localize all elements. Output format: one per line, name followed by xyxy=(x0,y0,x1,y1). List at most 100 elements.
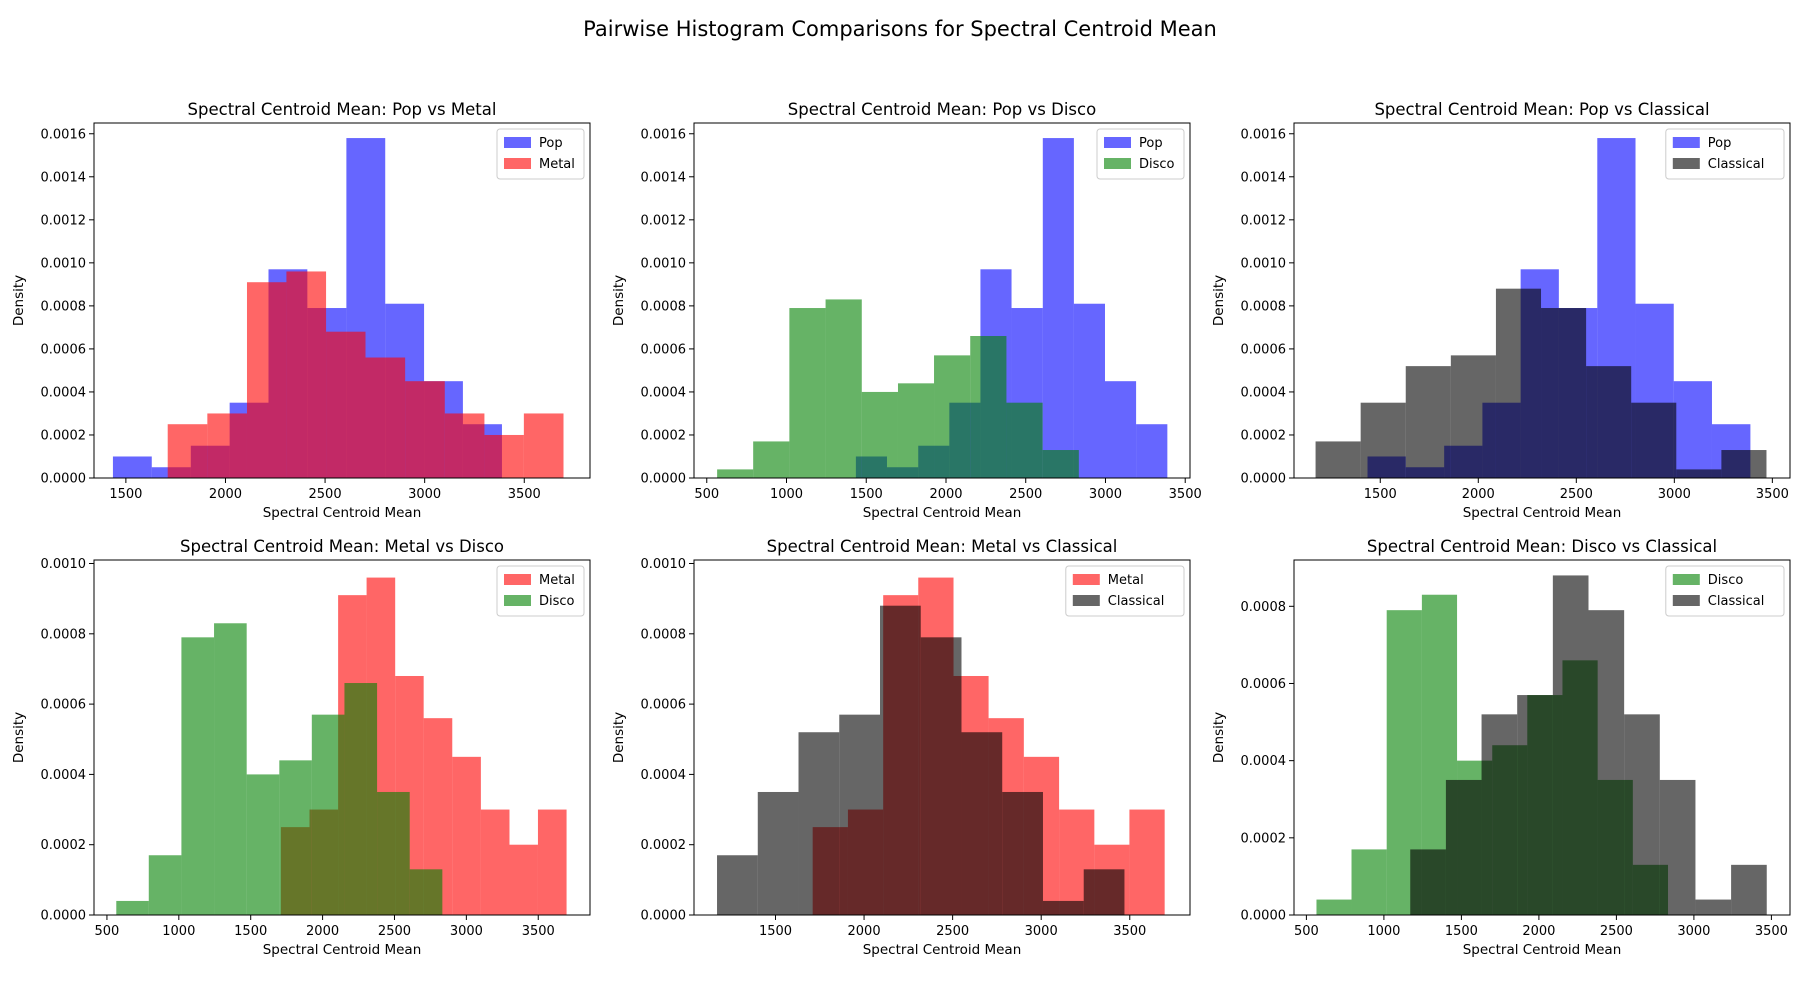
x-tick-label: 2500 xyxy=(309,487,342,502)
histogram-bar xyxy=(537,809,567,915)
series-1 xyxy=(1315,288,1767,478)
histogram-bar xyxy=(1481,714,1518,915)
x-tick-label: 2000 xyxy=(1522,924,1555,939)
subplot-title: Spectral Centroid Mean: Pop vs Metal xyxy=(188,100,497,119)
series-1 xyxy=(116,623,443,915)
legend: Metal Classical xyxy=(1065,565,1185,617)
histogram-bar xyxy=(148,855,182,915)
histogram-bar xyxy=(1083,869,1125,915)
y-tick-label: 0.0002 xyxy=(1241,428,1287,443)
histogram-bar xyxy=(961,732,1003,915)
y-tick-label: 0.0002 xyxy=(641,428,687,443)
legend-label: Classical xyxy=(1708,157,1765,172)
histogram-bar xyxy=(207,413,247,478)
y-tick-label: 0.0006 xyxy=(1241,342,1287,357)
histogram-bar xyxy=(920,637,962,915)
x-tick-label: 3500 xyxy=(522,924,555,939)
histogram-bar xyxy=(1360,402,1406,478)
histogram-bar xyxy=(1624,714,1660,915)
legend-label: Metal xyxy=(1108,573,1144,588)
histogram-bar xyxy=(116,900,149,915)
y-tick-label: 0.0000 xyxy=(1241,472,1287,487)
x-tick-label: 1500 xyxy=(759,924,792,939)
legend-label: Pop xyxy=(1139,136,1163,151)
y-tick-label: 0.0010 xyxy=(41,557,87,572)
y-tick-label: 0.0002 xyxy=(41,428,87,443)
y-tick-label: 0.0004 xyxy=(41,385,87,400)
subplot-title: Spectral Centroid Mean: Metal vs Classic… xyxy=(767,537,1118,556)
y-axis-label: Density xyxy=(11,712,27,763)
x-tick-label: 3000 xyxy=(1677,924,1710,939)
histogram-bar xyxy=(167,424,208,478)
histogram-bar xyxy=(1631,402,1677,478)
y-tick-label: 0.0002 xyxy=(1241,831,1287,846)
histogram-bar xyxy=(344,683,378,915)
series-1 xyxy=(1410,575,1767,915)
histogram-bar xyxy=(1445,779,1482,915)
y-axis-label: Density xyxy=(11,275,27,326)
legend-swatch xyxy=(1072,574,1100,585)
histogram-bar xyxy=(1586,366,1632,478)
histogram-bar xyxy=(405,381,445,478)
axes-frame xyxy=(1293,559,1791,916)
x-tick-label: 1500 xyxy=(109,487,142,502)
x-tick-label: 500 xyxy=(694,487,719,502)
x-tick-label: 1000 xyxy=(1367,924,1400,939)
y-axis-label: Density xyxy=(1211,275,1227,326)
subplot-title: Spectral Centroid Mean: Pop vs Classical xyxy=(1374,100,1709,119)
x-tick-label: 2000 xyxy=(306,924,339,939)
histogram-bar xyxy=(246,774,280,915)
legend-swatch xyxy=(504,137,531,148)
subplot-6: 500 1000 1500 2000 2500 3000 3500 0.0000 0.0002 0… xyxy=(1211,537,1791,958)
legend-label: Pop xyxy=(539,136,563,151)
histogram-bar xyxy=(861,391,898,478)
y-tick-label: 0.0012 xyxy=(1241,213,1287,228)
x-tick-label: 3000 xyxy=(1025,924,1058,939)
legend-swatch xyxy=(504,158,531,169)
y-tick-label: 0.0002 xyxy=(41,838,87,853)
histogram-bar xyxy=(1695,899,1732,915)
legend-label: Disco xyxy=(1708,573,1744,588)
y-tick-label: 0.0012 xyxy=(41,213,87,228)
subplot-title: Spectral Centroid Mean: Disco vs Classic… xyxy=(1367,537,1717,556)
y-tick-label: 0.0010 xyxy=(1241,256,1287,271)
histogram-bar xyxy=(1136,424,1168,478)
axes-frame xyxy=(93,122,591,479)
histogram-bar xyxy=(1104,381,1137,478)
histogram-bar xyxy=(717,855,758,915)
histogram-bar xyxy=(1450,355,1496,478)
axes-frame xyxy=(693,559,1191,916)
histogram-bar xyxy=(1405,366,1451,478)
legend-swatch xyxy=(1104,137,1131,148)
histogram-bar xyxy=(509,844,538,915)
histogram-bar xyxy=(1042,138,1074,478)
histogram-bar xyxy=(365,357,406,478)
x-axis-label: Spectral Centroid Mean xyxy=(1463,942,1622,958)
y-axis-label: Density xyxy=(611,712,627,763)
y-tick-label: 0.0014 xyxy=(641,170,687,185)
x-tick-label: 1000 xyxy=(162,924,195,939)
y-tick-label: 0.0010 xyxy=(641,557,687,572)
histogram-bar xyxy=(825,299,862,478)
legend: Pop Classical xyxy=(1665,128,1785,180)
histogram-bar xyxy=(1495,288,1542,478)
legend-swatch xyxy=(1672,137,1700,148)
legend-label: Classical xyxy=(1108,594,1165,609)
y-tick-label: 0.0016 xyxy=(1241,127,1287,142)
histogram-bar xyxy=(839,714,880,915)
histogram-bar xyxy=(880,605,921,915)
figure-title: Pairwise Histogram Comparisons for Spect… xyxy=(583,17,1217,41)
x-tick-label: 1500 xyxy=(234,924,267,939)
histogram-bar xyxy=(970,336,1007,478)
subplot-5: 1500 2000 2500 3000 3500 0.0000 0.0002 0.0004 0.… xyxy=(611,537,1191,958)
histogram-bar xyxy=(484,434,524,478)
y-tick-label: 0.0000 xyxy=(41,472,87,487)
x-tick-label: 1500 xyxy=(1364,487,1397,502)
legend-swatch xyxy=(1072,595,1100,606)
x-tick-label: 2000 xyxy=(848,924,881,939)
x-axis-label: Spectral Centroid Mean xyxy=(1463,505,1622,521)
histogram-bar xyxy=(1659,779,1696,915)
axes-frame xyxy=(93,559,591,916)
legend: Pop Metal xyxy=(496,128,585,180)
axes-frame xyxy=(1293,122,1791,479)
